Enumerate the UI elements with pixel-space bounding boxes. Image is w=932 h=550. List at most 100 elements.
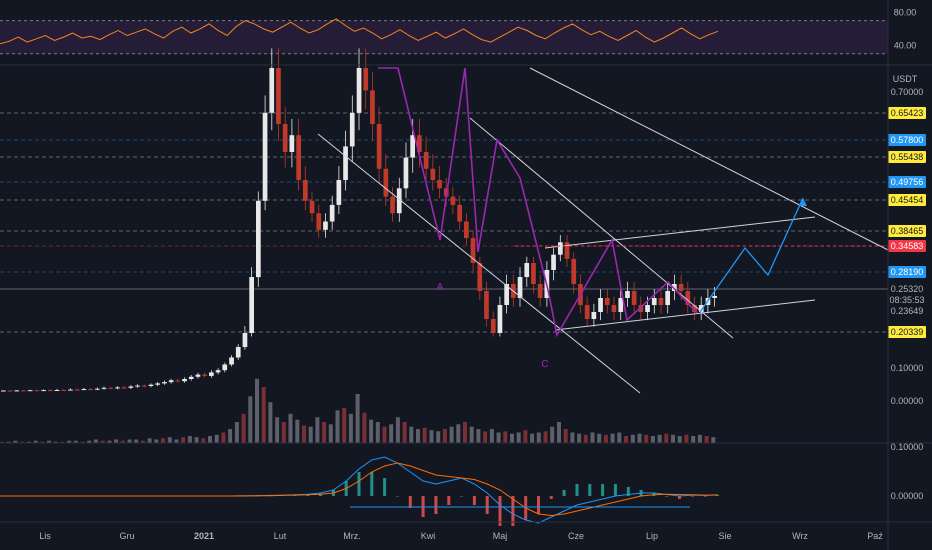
price-badge-label: 0.55438	[891, 152, 924, 162]
projection-path	[699, 197, 804, 313]
volume-bar	[167, 437, 172, 443]
candle-body	[222, 364, 228, 371]
volume-bar	[476, 429, 481, 443]
volume-bar	[255, 378, 259, 443]
candle-body	[249, 277, 254, 333]
candle-body	[672, 284, 677, 291]
macd-histogram-bar	[716, 495, 720, 496]
macd-histogram-bar	[357, 472, 361, 496]
volume-bar	[597, 433, 602, 443]
candle-body	[209, 372, 214, 376]
macd-histogram-bar	[319, 493, 322, 496]
volume-bar	[624, 436, 629, 443]
candle-body	[698, 305, 704, 312]
candle-body	[21, 390, 26, 392]
price-badge	[888, 151, 926, 163]
x-tick: Wrz	[792, 531, 808, 541]
price-tick: 0.70000	[891, 87, 924, 97]
candle-body	[128, 386, 134, 388]
candle-body	[712, 295, 717, 298]
candle-body	[349, 112, 355, 147]
volume-bar	[67, 440, 72, 443]
candle-body	[115, 387, 120, 389]
volume-bar	[73, 440, 78, 443]
price-badge	[888, 240, 926, 252]
volume-bar	[463, 422, 467, 443]
volume-bar	[161, 438, 165, 443]
candle-body	[524, 263, 530, 277]
volume-bar	[677, 436, 682, 443]
candle-body	[256, 200, 261, 278]
macd-histogram-bar	[383, 478, 387, 496]
candle-body	[1, 390, 6, 392]
zigzag-pattern	[378, 67, 698, 338]
candle-body	[678, 284, 684, 291]
volume-bar	[93, 439, 98, 443]
candle-body	[175, 380, 181, 382]
candle-body	[148, 384, 154, 386]
x-tick: Sie	[718, 531, 731, 541]
volume-bar	[691, 436, 696, 443]
macd-histogram-bar	[472, 496, 476, 505]
price-badge-label: 0.49756	[891, 177, 924, 187]
volume-bar	[26, 441, 31, 443]
volume-bar	[684, 434, 689, 443]
candle-body	[336, 180, 342, 205]
x-tick: Maj	[493, 531, 508, 541]
volume-bar	[302, 425, 306, 443]
candle-body	[457, 204, 462, 222]
channel-line	[317, 133, 641, 394]
volume-bar	[241, 413, 246, 443]
signal-line	[0, 462, 718, 517]
candle-body	[558, 242, 563, 255]
candle-body	[665, 291, 670, 305]
price-badge-label: 08:35:53	[889, 295, 924, 305]
volume-bar	[140, 440, 145, 443]
volume-bar	[234, 422, 239, 443]
macd-histogram-bar	[601, 484, 605, 496]
volume-bar	[248, 396, 253, 443]
volume-bar	[610, 433, 615, 443]
price-badge-label: 0.65423	[891, 108, 924, 118]
price-badge	[888, 326, 926, 338]
candle-body	[403, 157, 409, 189]
triangle-line	[554, 299, 816, 331]
macd-histogram-bar	[626, 487, 630, 496]
rsi-tick: 40.00	[894, 40, 917, 50]
volume-bar	[650, 436, 655, 443]
candle-body	[658, 298, 664, 305]
candle-body	[370, 90, 375, 124]
volume-bar	[40, 441, 45, 443]
volume-bar	[422, 427, 427, 443]
volume-bar	[442, 429, 447, 443]
candle-body	[484, 291, 489, 319]
volume-bar	[429, 430, 434, 443]
volume-bar	[295, 419, 300, 443]
volume-bar	[523, 430, 528, 443]
candle-body	[470, 238, 476, 263]
volume-bar	[0, 441, 4, 443]
candle-body	[598, 298, 603, 312]
candle-body	[430, 168, 436, 180]
volume-bar	[181, 437, 186, 443]
volume-bar	[127, 439, 132, 443]
candle-body	[604, 298, 610, 305]
volume-bar	[362, 412, 367, 443]
volume-bar	[704, 436, 709, 443]
candle-body	[141, 385, 147, 387]
candle-body	[14, 390, 20, 392]
candle-body	[7, 390, 13, 392]
candle-body	[504, 284, 509, 305]
triangle-line	[544, 216, 816, 249]
macd-histogram-bar	[408, 496, 412, 508]
x-tick: 2021	[194, 531, 214, 541]
volume-bar	[208, 436, 212, 443]
volume-bar	[389, 424, 394, 443]
price-badge-label: 0.45454	[891, 195, 924, 205]
volume-bar	[13, 440, 18, 443]
volume-bar	[590, 432, 595, 443]
macd-histogram-bar	[690, 496, 694, 497]
volume-bar	[322, 422, 327, 443]
candle-body	[618, 298, 624, 312]
price-tick: 0.00000	[891, 396, 924, 406]
